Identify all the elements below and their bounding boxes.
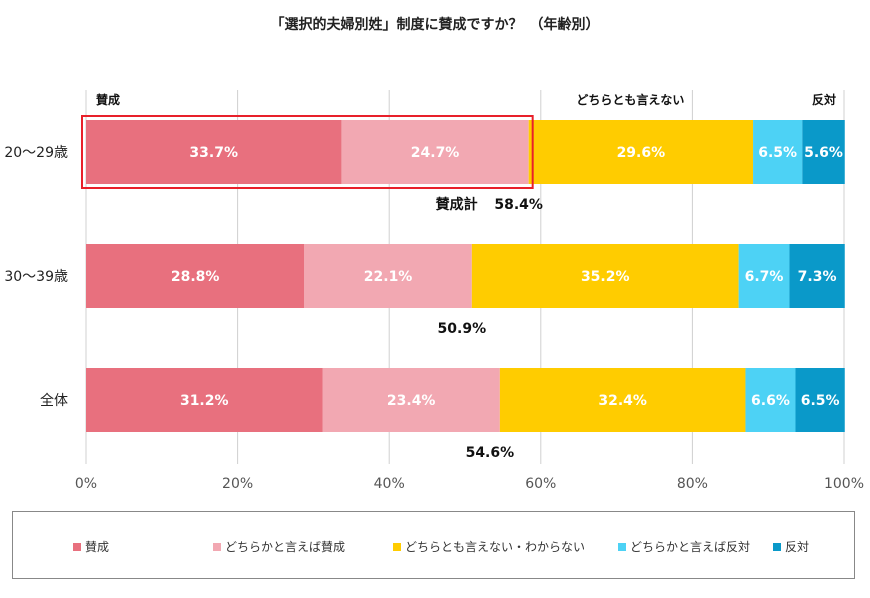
stacked-bar-chart: 0% 20% 40% 60% 80% 100% 賛成 どちらとも言えない 反対 20〜29歳 33.… xyxy=(4,90,864,492)
bar-value-label: 6.7% xyxy=(745,269,784,285)
bar-value-label: 29.6% xyxy=(617,145,666,161)
bar-value-label: 6.5% xyxy=(758,145,797,161)
bar-value-label: 5.6% xyxy=(804,145,843,161)
bar-value-label: 7.3% xyxy=(798,269,837,285)
column-header: 賛成 xyxy=(96,92,120,107)
bar-segment xyxy=(738,244,790,308)
category-label: 20〜29歳 xyxy=(4,145,68,161)
x-tick-label: 60% xyxy=(525,476,556,492)
legend-swatch xyxy=(213,542,221,551)
legend-swatch xyxy=(773,542,781,551)
x-tick-label: 100% xyxy=(824,476,864,492)
bar-segment xyxy=(471,244,739,308)
bar-segment xyxy=(802,120,845,184)
legend-items: 賛成 どちらかと言えば賛成 どちらとも言えない・わからない どちらかと言えば反対 反対 xyxy=(73,538,853,555)
legend-label: 賛成 xyxy=(85,540,110,554)
bar-segment xyxy=(86,244,305,308)
legend-item: どちらかと言えば反対 xyxy=(618,538,773,555)
bar-value-label: 32.4% xyxy=(598,393,647,409)
x-tick-label: 40% xyxy=(374,476,405,492)
bar-segment xyxy=(795,368,845,432)
bar-value-label: 28.8% xyxy=(171,269,220,285)
legend-label: 反対 xyxy=(785,540,810,554)
legend-swatch xyxy=(73,542,81,551)
total-value-label: 50.9% xyxy=(438,321,487,337)
bar-segment xyxy=(86,120,342,184)
legend-item: 賛成 xyxy=(73,538,213,555)
bar-segment xyxy=(499,368,746,432)
bar-value-label: 33.7% xyxy=(189,145,238,161)
category-label: 30〜39歳 xyxy=(4,269,68,285)
legend-label: どちらかと言えば賛成 xyxy=(225,540,346,554)
bar-value-label: 31.2% xyxy=(180,393,229,409)
chart-title: 「選択的夫婦別姓」制度に賛成ですか？ （年齢別） xyxy=(270,17,600,33)
legend-item: どちらかと言えば賛成 xyxy=(213,538,393,555)
x-tick-label: 20% xyxy=(222,476,253,492)
x-tick-label: 80% xyxy=(677,476,708,492)
bar-value-label: 6.6% xyxy=(751,393,790,409)
bar-segment xyxy=(304,244,472,308)
bar-segment xyxy=(528,120,754,184)
bar-segment xyxy=(745,368,796,432)
legend-item: 反対 xyxy=(773,538,853,555)
bar-segment xyxy=(753,120,803,184)
legend-swatch xyxy=(393,542,401,551)
total-prefix-label: 賛成計 xyxy=(436,196,478,213)
bar-segment xyxy=(789,244,845,308)
category-label: 全体 xyxy=(40,392,68,409)
bar-segment xyxy=(341,120,529,184)
x-tick-label: 0% xyxy=(75,476,97,492)
total-value-label: 54.6% xyxy=(466,445,515,461)
column-header: 反対 xyxy=(812,92,836,107)
bar-segment xyxy=(86,368,323,432)
column-header: どちらとも言えない xyxy=(576,92,684,107)
total-value-label: 58.4% xyxy=(494,197,543,213)
legend-swatch xyxy=(618,542,626,551)
legend-label: どちらかと言えば反対 xyxy=(630,540,751,554)
bar-value-label: 35.2% xyxy=(581,269,630,285)
legend: 賛成 どちらかと言えば賛成 どちらとも言えない・わからない どちらかと言えば反対 反対 xyxy=(12,511,855,579)
bar-value-label: 6.5% xyxy=(801,393,840,409)
bar-segment xyxy=(322,368,500,432)
legend-item: どちらとも言えない・わからない xyxy=(393,538,618,555)
bar-value-label: 24.7% xyxy=(411,145,460,161)
legend-label: どちらとも言えない・わからない xyxy=(405,540,586,554)
bar-value-label: 22.1% xyxy=(364,269,413,285)
bar-value-label: 23.4% xyxy=(387,393,436,409)
highlight-box xyxy=(81,115,534,189)
